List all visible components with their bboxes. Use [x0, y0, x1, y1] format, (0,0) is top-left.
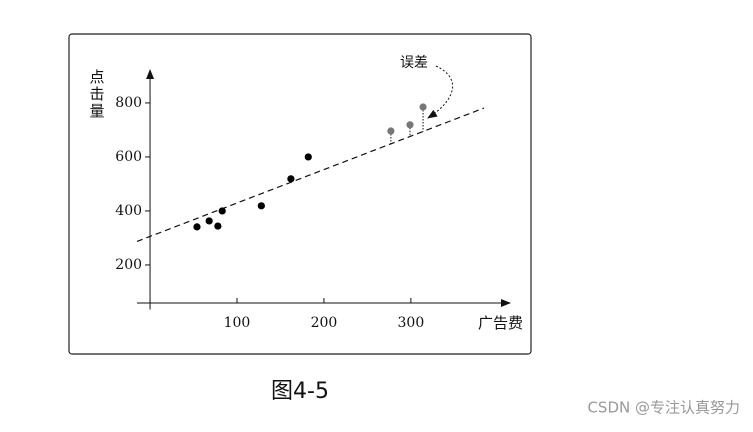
- point: [205, 217, 213, 225]
- annotation-arrow: [427, 65, 453, 119]
- y-tick-label: 600: [115, 149, 142, 165]
- point: [387, 127, 395, 135]
- fit-line: [136, 107, 485, 243]
- point: [218, 207, 226, 215]
- caption: 图4-5: [271, 379, 329, 404]
- point: [257, 202, 265, 210]
- point: [287, 175, 295, 183]
- x-tick-label: 100: [224, 315, 251, 331]
- x-tick-label: 300: [398, 315, 425, 331]
- x-tick-label: 200: [311, 315, 338, 331]
- point: [214, 222, 222, 230]
- y-axis-label: 点击量: [89, 68, 104, 120]
- frame: [68, 33, 532, 355]
- point: [419, 103, 427, 111]
- annotation: 误差: [400, 55, 428, 71]
- x-axis-label: 广告费: [478, 314, 523, 332]
- watermark: CSDN @专注认真努力: [587, 399, 740, 417]
- y-tick-label: 200: [115, 257, 142, 273]
- y-tick-label: 800: [115, 95, 142, 111]
- y-tick-label: 400: [115, 203, 142, 219]
- point: [406, 121, 414, 129]
- point: [304, 153, 312, 161]
- point: [193, 223, 201, 231]
